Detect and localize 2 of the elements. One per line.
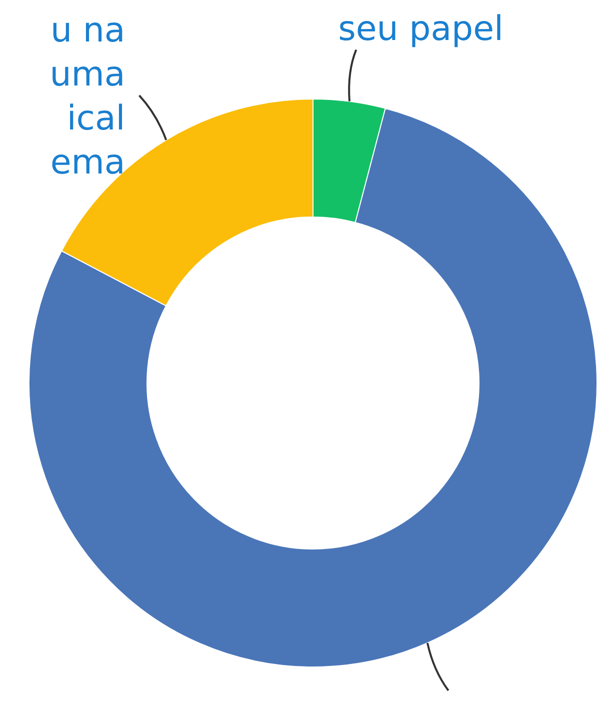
slice-label: seu papel (338, 8, 504, 49)
slice-label: u na uma ical ema (50, 10, 126, 182)
